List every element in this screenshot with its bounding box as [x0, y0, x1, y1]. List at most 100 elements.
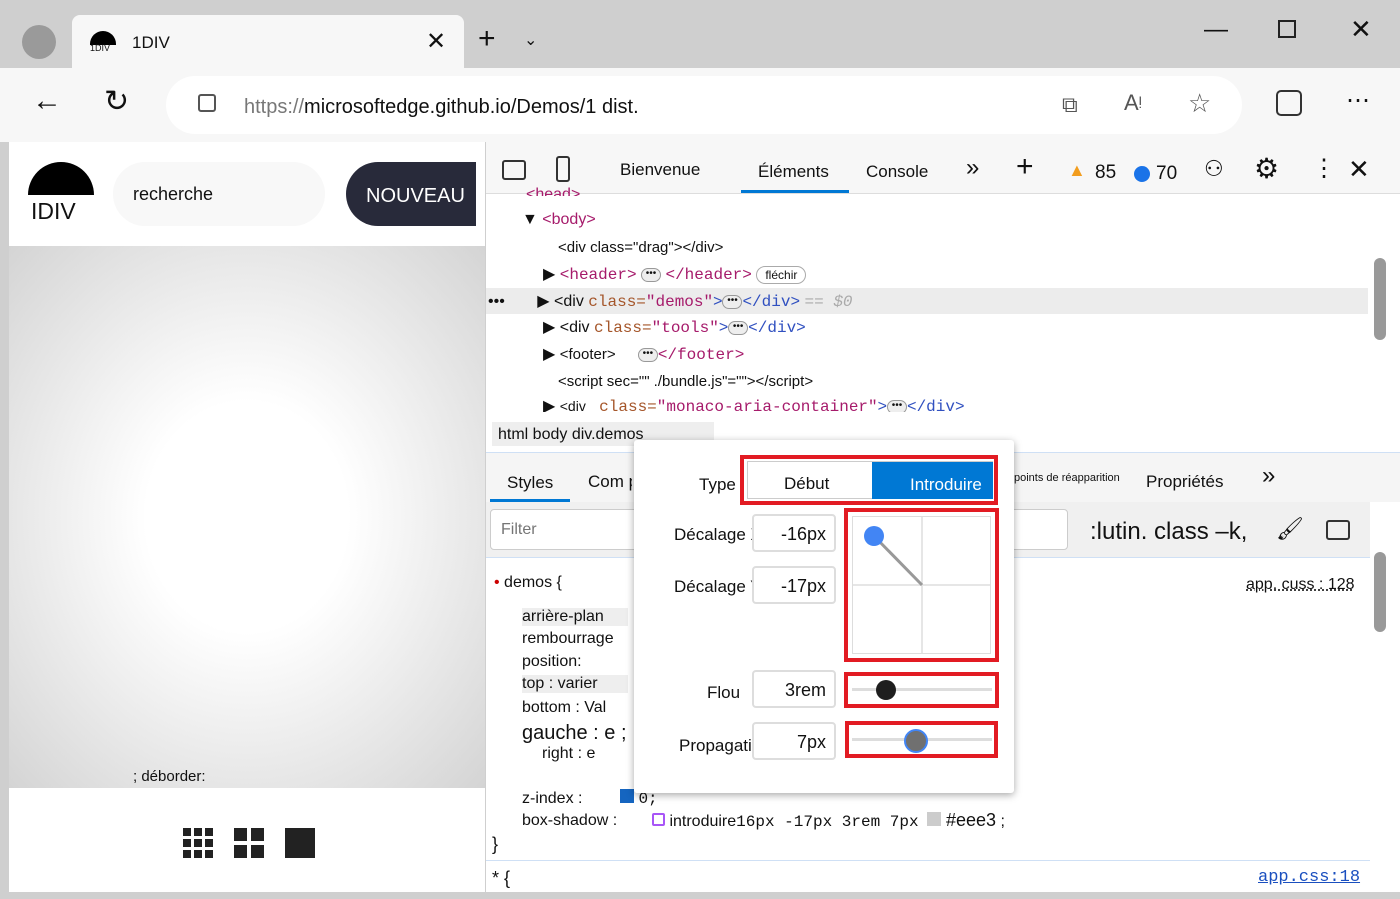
expand-arrow-icon[interactable]: ▶ [543, 319, 560, 336]
css-property[interactable]: arrière-plan [522, 608, 628, 626]
minimize-icon[interactable]: — [1204, 16, 1228, 43]
css-property[interactable]: z-index : [522, 790, 583, 807]
tab-console[interactable]: Console [866, 162, 929, 181]
profile-avatar-icon[interactable] [22, 25, 56, 59]
grid-medium-icon[interactable] [234, 828, 264, 858]
message-count[interactable]: 70 [1156, 163, 1178, 184]
dom-node-tools[interactable]: ▶ <div class="tools"> ••• </div> [543, 319, 806, 337]
settings-more-icon[interactable]: ⋯ [1346, 87, 1370, 114]
warning-count[interactable]: 85 [1095, 162, 1117, 183]
node-actions-icon[interactable]: ••• [488, 293, 505, 310]
search-input[interactable]: recherche [113, 162, 325, 226]
z-index-value[interactable]: 0; [620, 789, 658, 808]
ellipsis-icon[interactable]: ••• [728, 320, 749, 335]
ellipsis-icon[interactable]: ••• [886, 399, 907, 412]
css-property[interactable]: rembourrage [522, 630, 614, 647]
breadcrumb[interactable]: html body div.demos [492, 422, 714, 446]
ellipsis-icon[interactable]: ••• [722, 294, 743, 309]
css-property[interactable]: top : varier [522, 675, 628, 693]
next-rule-selector[interactable]: * { [492, 868, 511, 888]
expand-arrow-icon[interactable]: ▶ [543, 398, 560, 412]
expand-arrow-icon[interactable]: ▶ [543, 266, 560, 283]
logo [28, 162, 94, 195]
dom-node-demos[interactable]: ••• ▶ <div class="demos"> ••• </div> == $0 [486, 288, 1368, 314]
tab-welcome[interactable]: Bienvenue [620, 160, 701, 179]
type-option-inset[interactable]: Introduire [872, 462, 993, 499]
message-icon[interactable] [1134, 166, 1150, 182]
hov-cls-toggle[interactable]: :lutin. class –k, [1090, 518, 1248, 545]
gear-icon[interactable]: ⚙ [1254, 153, 1280, 184]
more-lower-tabs-icon[interactable]: » [1262, 462, 1276, 489]
expand-arrow-icon[interactable]: ▶ [543, 346, 560, 363]
x-offset-input[interactable]: -16px [752, 514, 836, 552]
grid-small-icon[interactable] [183, 828, 213, 858]
css-property[interactable]: box-shadow : [522, 812, 618, 829]
more-options-icon[interactable]: ⋮ [1312, 155, 1336, 182]
flex-badge[interactable]: fléchir [756, 266, 807, 284]
css-property[interactable]: position: [522, 653, 582, 670]
offset-handle[interactable] [864, 526, 884, 546]
grid-large-icon[interactable] [285, 828, 315, 858]
feedback-icon[interactable]: ⚇ [1204, 156, 1224, 181]
blur-input[interactable]: 3rem [752, 670, 836, 708]
box-shadow-value[interactable]: introduire16px -17px 3rem 7px #eee3 ; [652, 810, 1005, 831]
browser-tab[interactable]: 1DIV 1DIV ✕ [72, 15, 464, 68]
stacking-icon[interactable] [620, 789, 634, 803]
dom-node-script[interactable]: <script sec="" ./bundle.js"=""></script> [558, 373, 814, 390]
inspect-icon[interactable] [502, 160, 526, 180]
dom-node-drag[interactable]: <div class="drag"></div> [558, 239, 724, 256]
dom-scrollbar[interactable] [1374, 258, 1386, 340]
device-emulation-icon[interactable] [556, 156, 570, 182]
open-app-icon[interactable]: ⧉ [1062, 92, 1078, 117]
y-offset-input[interactable]: -17px [752, 566, 836, 604]
spread-slider[interactable] [852, 729, 992, 753]
color-swatch[interactable] [927, 812, 942, 826]
chevron-down-icon[interactable]: ⌄ [524, 32, 538, 49]
blur-slider-thumb[interactable] [876, 680, 896, 700]
type-option-outset[interactable]: Début [784, 474, 830, 493]
xy-offset-pad[interactable] [852, 516, 991, 654]
tab-elements[interactable]: Éléments [758, 162, 829, 181]
styles-scrollbar[interactable] [1374, 552, 1386, 632]
warning-icon[interactable]: ▲ [1068, 160, 1086, 180]
spread-input[interactable]: 7px [752, 722, 836, 760]
dom-node-header[interactable]: ▶ <header> ••• </header> fléchir [543, 264, 807, 284]
maximize-icon[interactable] [1278, 20, 1296, 38]
close-tab-icon[interactable]: ✕ [426, 28, 447, 55]
dom-node-body[interactable]: ▼ <body> [522, 211, 596, 229]
new-button[interactable]: NOUVEAU [346, 162, 476, 226]
refresh-icon[interactable]: ↻ [104, 85, 130, 118]
tab-styles[interactable]: Styles [507, 473, 554, 492]
read-aloud-icon[interactable]: A︎ᵎ [1124, 90, 1143, 115]
rule-selector[interactable]: • demos { [494, 574, 562, 591]
spread-slider-thumb[interactable] [904, 729, 929, 753]
paint-brush-icon[interactable]: 🖌︎ [1276, 516, 1304, 541]
close-devtools-icon[interactable]: ✕ [1348, 154, 1370, 184]
css-property[interactable]: bottom : Val [522, 699, 607, 716]
dom-node-monaco[interactable]: ▶ <div class="monaco-aria-container"> •••… [543, 396, 965, 412]
expand-arrow-icon[interactable]: ▶ [537, 293, 550, 310]
next-rule-source-link[interactable]: app.css:18 [1258, 868, 1361, 887]
tab-computed[interactable]: Com p [588, 472, 632, 491]
back-icon[interactable]: ← [32, 84, 62, 117]
ellipsis-icon[interactable]: ••• [637, 347, 658, 362]
address-bar[interactable]: https://microsoftedge.github.io/Demos/1 … [166, 76, 1242, 134]
tab-breakpoints[interactable]: points de réapparition [1014, 472, 1120, 484]
css-property[interactable]: gauche : e ; [522, 722, 627, 744]
ellipsis-icon[interactable]: ••• [641, 267, 662, 282]
favorite-star-icon[interactable]: ☆ [1188, 88, 1212, 118]
expand-arrow-icon[interactable]: ▼ [522, 211, 543, 228]
close-window-icon[interactable]: ✕ [1350, 14, 1372, 44]
more-tabs-icon[interactable]: » [966, 154, 980, 181]
dom-node-head[interactable]: <head> [526, 186, 580, 196]
tab-properties[interactable]: Propriétés [1146, 472, 1224, 491]
css-property[interactable]: right : e [542, 745, 596, 762]
collections-icon[interactable] [1276, 90, 1302, 116]
sidebar-toggle-icon[interactable] [1326, 520, 1350, 540]
blur-slider[interactable] [852, 680, 992, 700]
dom-node-footer[interactable]: ▶ <footer> ••• </footer> [543, 344, 744, 364]
shadow-editor-icon[interactable] [652, 813, 665, 826]
rule-source-link[interactable]: app. cuss : 128 [1246, 576, 1355, 593]
new-tab-icon[interactable]: + [478, 22, 496, 55]
add-tab-icon[interactable]: + [1016, 150, 1034, 183]
